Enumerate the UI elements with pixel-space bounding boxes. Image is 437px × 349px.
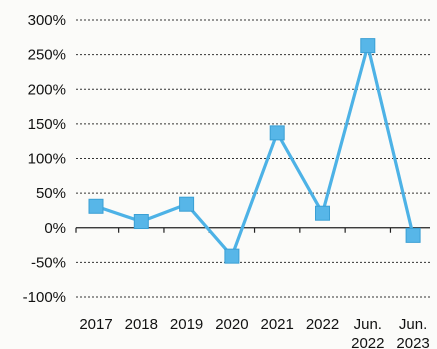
x-tick-label: 2019 bbox=[170, 316, 203, 333]
x-axis-tick-labels: 2017 2018 2019 2020 2021 2022 Jun. 2022 Jun. 2023 bbox=[79, 316, 429, 349]
y-tick-label: 150% bbox=[28, 116, 66, 133]
y-tick-label: -50% bbox=[31, 254, 66, 271]
data-point-marker bbox=[405, 227, 421, 243]
x-tick-label: 2022 bbox=[306, 316, 339, 333]
x-tick-label: Jun. 2023 bbox=[396, 316, 429, 349]
y-tick-label: 0% bbox=[44, 220, 66, 237]
data-point-marker bbox=[179, 196, 195, 212]
y-tick-label: 100% bbox=[28, 151, 66, 168]
y-tick-label: 200% bbox=[28, 81, 66, 98]
y-tick-label: 300% bbox=[28, 12, 66, 29]
x-axis bbox=[75, 227, 430, 233]
y-tick-label: 250% bbox=[28, 47, 66, 64]
data-point-marker bbox=[133, 214, 149, 230]
x-tick-label: 2020 bbox=[215, 316, 248, 333]
data-point-marker bbox=[269, 125, 285, 141]
x-tick-label: 2018 bbox=[125, 316, 158, 333]
y-axis-tick-labels: -100% -50% 0% 50% 100% 150% 200% 250% 300% bbox=[23, 12, 66, 306]
series-line-group bbox=[88, 38, 421, 264]
data-point-marker bbox=[88, 198, 104, 214]
data-point-marker bbox=[224, 248, 240, 264]
x-tick-label: 2021 bbox=[261, 316, 294, 333]
series-line bbox=[95, 44, 415, 258]
data-point-marker bbox=[315, 205, 330, 221]
x-tick-label: Jun. 2022 bbox=[351, 316, 384, 349]
x-tick-label: 2017 bbox=[79, 316, 112, 333]
gridlines bbox=[76, 19, 430, 298]
data-point-marker bbox=[360, 38, 376, 54]
y-tick-label: 50% bbox=[36, 185, 66, 202]
y-tick-label: -100% bbox=[23, 289, 66, 306]
